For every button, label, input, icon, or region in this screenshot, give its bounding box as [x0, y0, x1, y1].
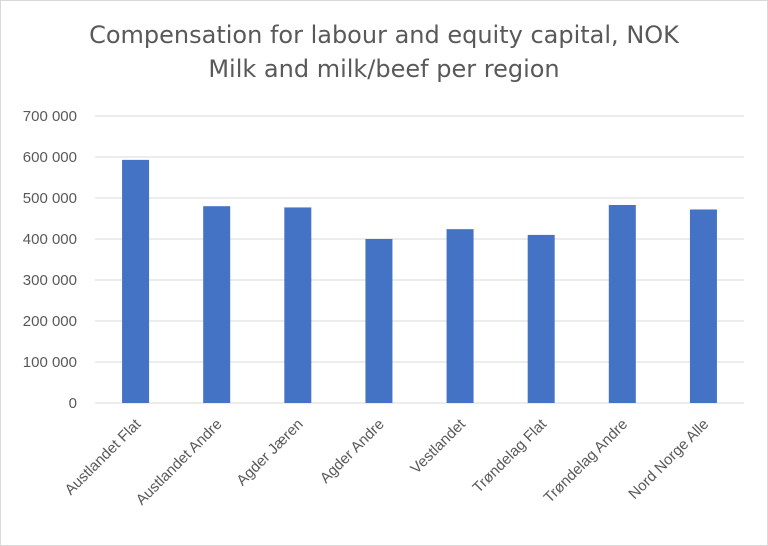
y-tick-label: 700 000	[23, 108, 77, 125]
chart-title-line-2: Milk and milk/beef per region	[208, 55, 560, 83]
y-tick-label: 200 000	[23, 313, 77, 330]
x-tick-label: Austlandet Andre	[133, 416, 226, 509]
x-tick-label: Trøndelag Flat	[469, 415, 550, 496]
bar	[608, 204, 636, 403]
bar	[689, 209, 717, 403]
bar	[284, 207, 312, 403]
x-tick-label: Agder Andre	[317, 416, 388, 487]
bar	[365, 239, 393, 403]
y-tick-label: 400 000	[23, 231, 77, 248]
y-tick-label: 100 000	[23, 354, 77, 371]
bar	[122, 159, 150, 403]
y-tick-label: 500 000	[23, 190, 77, 207]
bar	[203, 206, 231, 403]
bar	[446, 229, 474, 403]
x-tick-label: Nord Norge Alle	[625, 416, 712, 503]
x-tick-label: Agder Jæren	[233, 416, 306, 489]
x-tick-label: Trøndelag Andre	[540, 416, 631, 507]
y-tick-label: 600 000	[23, 149, 77, 166]
x-tick-label: Vestlandet	[407, 415, 469, 477]
x-tick-label: Austlandet Flat	[62, 415, 145, 498]
y-tick-label: 0	[69, 395, 77, 412]
chart-title-line-1: Compensation for labour and equity capit…	[89, 21, 679, 49]
y-tick-label: 300 000	[23, 272, 77, 289]
chart-title: Compensation for labour and equity capit…	[0, 18, 768, 86]
bar	[527, 234, 555, 403]
